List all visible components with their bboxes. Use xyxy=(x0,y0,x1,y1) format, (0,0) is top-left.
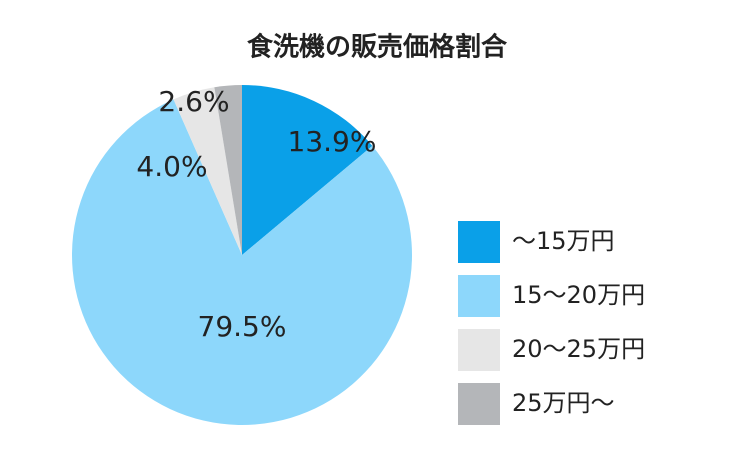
legend-label: 20〜25万円 xyxy=(512,335,645,363)
pie-slice xyxy=(173,87,242,255)
legend-swatch xyxy=(458,329,500,371)
legend-swatch xyxy=(458,275,500,317)
data-label: 79.5% xyxy=(198,310,287,343)
legend-label: 〜15万円 xyxy=(512,227,615,255)
chart-title: 食洗機の販売価格割合 xyxy=(247,32,508,63)
data-label: 4.0% xyxy=(136,150,207,183)
legend-label: 15〜20万円 xyxy=(512,281,645,309)
legend-label: 25万円〜 xyxy=(512,389,615,417)
pie-slice xyxy=(242,85,373,255)
legend-swatch xyxy=(458,221,500,263)
data-label: 13.9% xyxy=(288,125,377,158)
data-label: 2.6% xyxy=(158,85,229,118)
pie-slice xyxy=(72,99,413,426)
legend-swatch xyxy=(458,383,500,425)
pie-slice xyxy=(214,85,242,255)
